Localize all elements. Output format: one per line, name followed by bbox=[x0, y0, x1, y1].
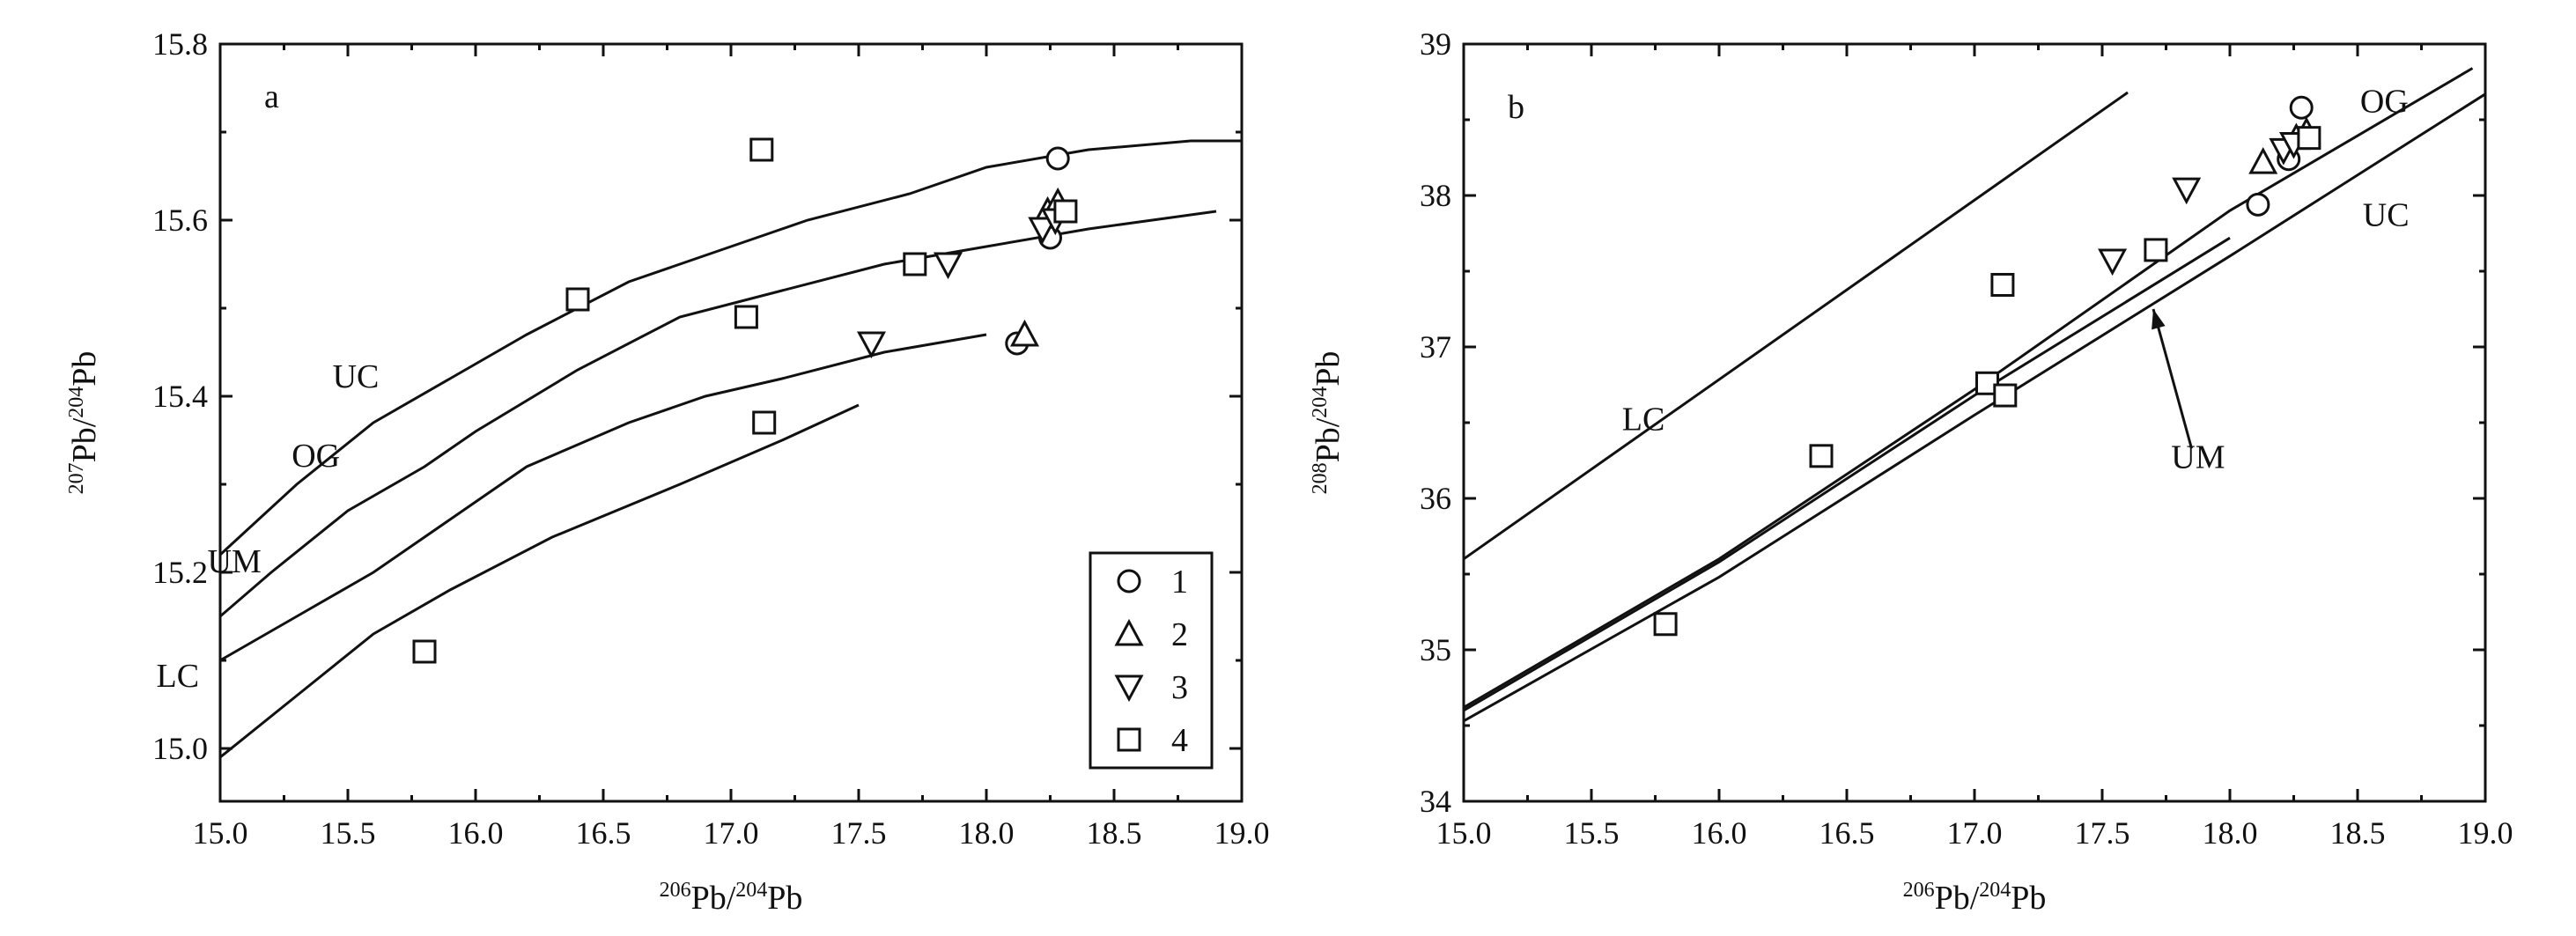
point-series-4 bbox=[749, 137, 774, 162]
x-tick-label: 16.0 bbox=[448, 815, 504, 851]
panel-a-legend: 1 2 3 4 bbox=[1089, 551, 1214, 770]
um-arrow-line bbox=[2152, 308, 2193, 449]
x-tick-label: 16.5 bbox=[576, 815, 631, 851]
curve-og bbox=[1463, 67, 2474, 709]
point-series-4 bbox=[752, 410, 777, 435]
y-tick-label: 15.2 bbox=[152, 555, 208, 590]
x-tick-label: 15.0 bbox=[1436, 815, 1492, 851]
panel-b-curves: LC OG UM UC bbox=[1463, 67, 2486, 723]
y-tick-label: 35 bbox=[1420, 632, 1451, 667]
legend-symbol-3 bbox=[1114, 674, 1144, 703]
panel-b-chart: b 15.0 15.5 16.0 16.5 17.0 17.5 18.0 18.5 19.0 34… bbox=[1309, 26, 2513, 917]
y-tick-label: 36 bbox=[1420, 481, 1451, 516]
x-tick-label: 17.5 bbox=[831, 815, 887, 851]
curve-label-lc: LC bbox=[1622, 402, 1665, 439]
legend-label-4: 4 bbox=[1171, 722, 1188, 759]
curve-um bbox=[1463, 236, 2231, 712]
legend-label-3: 3 bbox=[1171, 669, 1188, 706]
panel-b-points bbox=[1653, 95, 2321, 637]
x-tick-label: 18.5 bbox=[2330, 815, 2386, 851]
point-series-3 bbox=[1028, 217, 1058, 245]
panel-a-points bbox=[412, 137, 1078, 664]
point-series-4 bbox=[734, 305, 758, 329]
x-tick-label: 17.0 bbox=[1947, 815, 2003, 851]
x-tick-label: 17.5 bbox=[2075, 815, 2130, 851]
point-series-2 bbox=[2248, 146, 2278, 174]
panel-a-chart: a 15.0 15.5 16.0 16.5 17.0 17.5 18.0 18.5 19.015… bbox=[65, 26, 1270, 917]
point-series-3 bbox=[2172, 177, 2202, 205]
x-tick-label: 19.0 bbox=[1214, 815, 1270, 851]
curve-og bbox=[219, 210, 1217, 618]
y-tick-label: 15.0 bbox=[152, 731, 208, 766]
curve-uc bbox=[218, 139, 1242, 556]
x-tick-label: 15.5 bbox=[1564, 815, 1620, 851]
point-series-3 bbox=[2098, 248, 2128, 276]
y-tick-label: 15.6 bbox=[152, 203, 208, 238]
point-series-4 bbox=[1653, 612, 1678, 637]
x-tick-label: 18.0 bbox=[2203, 815, 2258, 851]
point-series-3 bbox=[856, 331, 887, 359]
y-tick-label: 38 bbox=[1420, 178, 1451, 213]
curve-lc bbox=[1463, 91, 2129, 561]
point-series-4 bbox=[1053, 199, 1078, 224]
curve-label-og: OG bbox=[292, 438, 340, 475]
panel-a-x-axis-title: 206Pb/204Pb bbox=[660, 879, 803, 917]
panel-b-y-axis-title: 208Pb/204Pb bbox=[1309, 351, 1347, 495]
panel-a-ticks: 15.0 15.5 16.0 16.5 17.0 17.5 18.0 18.5 19.0 15.0… bbox=[152, 26, 1270, 851]
y-tick-label: 39 bbox=[1420, 26, 1451, 62]
curve-label-um: UM bbox=[2171, 439, 2225, 476]
x-tick-label: 16.5 bbox=[1819, 815, 1875, 851]
point-series-1 bbox=[2289, 95, 2314, 120]
x-tick-label: 16.0 bbox=[1692, 815, 1747, 851]
point-series-4 bbox=[1990, 272, 2015, 297]
curve-um bbox=[219, 333, 987, 662]
legend-label-2: 2 bbox=[1171, 616, 1188, 653]
point-series-4 bbox=[903, 252, 927, 276]
point-series-3 bbox=[933, 252, 963, 280]
um-arrow-head bbox=[2152, 309, 2166, 330]
curve-label-lc: LC bbox=[157, 658, 200, 695]
y-tick-label: 34 bbox=[1420, 784, 1451, 819]
panel-b-plot-frame bbox=[1462, 42, 2487, 803]
x-tick-label: 17.0 bbox=[704, 815, 759, 851]
legend-label-1: 1 bbox=[1171, 564, 1188, 601]
curve-uc bbox=[1463, 92, 2486, 723]
legend-symbol-2 bbox=[1114, 618, 1144, 646]
legend-frame bbox=[1089, 551, 1214, 770]
point-series-1 bbox=[1045, 146, 1070, 171]
x-tick-label: 15.5 bbox=[321, 815, 376, 851]
curve-label-og: OG bbox=[2360, 83, 2409, 120]
curve-label-uc: UC bbox=[2363, 196, 2410, 233]
panel-a-label: a bbox=[264, 78, 279, 115]
x-tick-label: 15.0 bbox=[193, 815, 248, 851]
legend-symbol-4 bbox=[1117, 727, 1141, 752]
y-tick-label: 15.4 bbox=[152, 379, 208, 414]
y-tick-label: 15.8 bbox=[152, 26, 208, 62]
x-tick-label: 18.0 bbox=[959, 815, 1015, 851]
curve-label-um: UM bbox=[208, 543, 262, 580]
point-series-4 bbox=[2144, 238, 2168, 262]
x-tick-label: 18.5 bbox=[1087, 815, 1142, 851]
panel-a-y-axis-title: 207Pb/204Pb bbox=[65, 351, 103, 495]
curve-label-uc: UC bbox=[333, 358, 380, 395]
x-tick-label: 19.0 bbox=[2458, 815, 2513, 851]
panel-a-curves: UC OG UM LC bbox=[157, 139, 1242, 759]
point-series-2 bbox=[1009, 319, 1040, 347]
panel-b-ticks: 15.0 15.5 16.0 16.5 17.0 17.5 18.0 18.5 19.0 34 35… bbox=[1420, 26, 2513, 851]
point-series-4 bbox=[1993, 383, 2018, 408]
legend-symbol-1 bbox=[1117, 569, 1141, 593]
point-series-4 bbox=[565, 287, 590, 312]
point-series-4 bbox=[1809, 444, 1834, 468]
panel-b-label: b bbox=[1508, 89, 1524, 126]
point-series-4 bbox=[412, 639, 437, 664]
panel-b-x-axis-title: 206Pb/204Pb bbox=[1903, 879, 2047, 917]
point-series-4 bbox=[2297, 126, 2321, 151]
point-series-1 bbox=[2246, 192, 2270, 217]
curve-lc bbox=[219, 403, 860, 759]
y-tick-label: 37 bbox=[1420, 329, 1451, 365]
